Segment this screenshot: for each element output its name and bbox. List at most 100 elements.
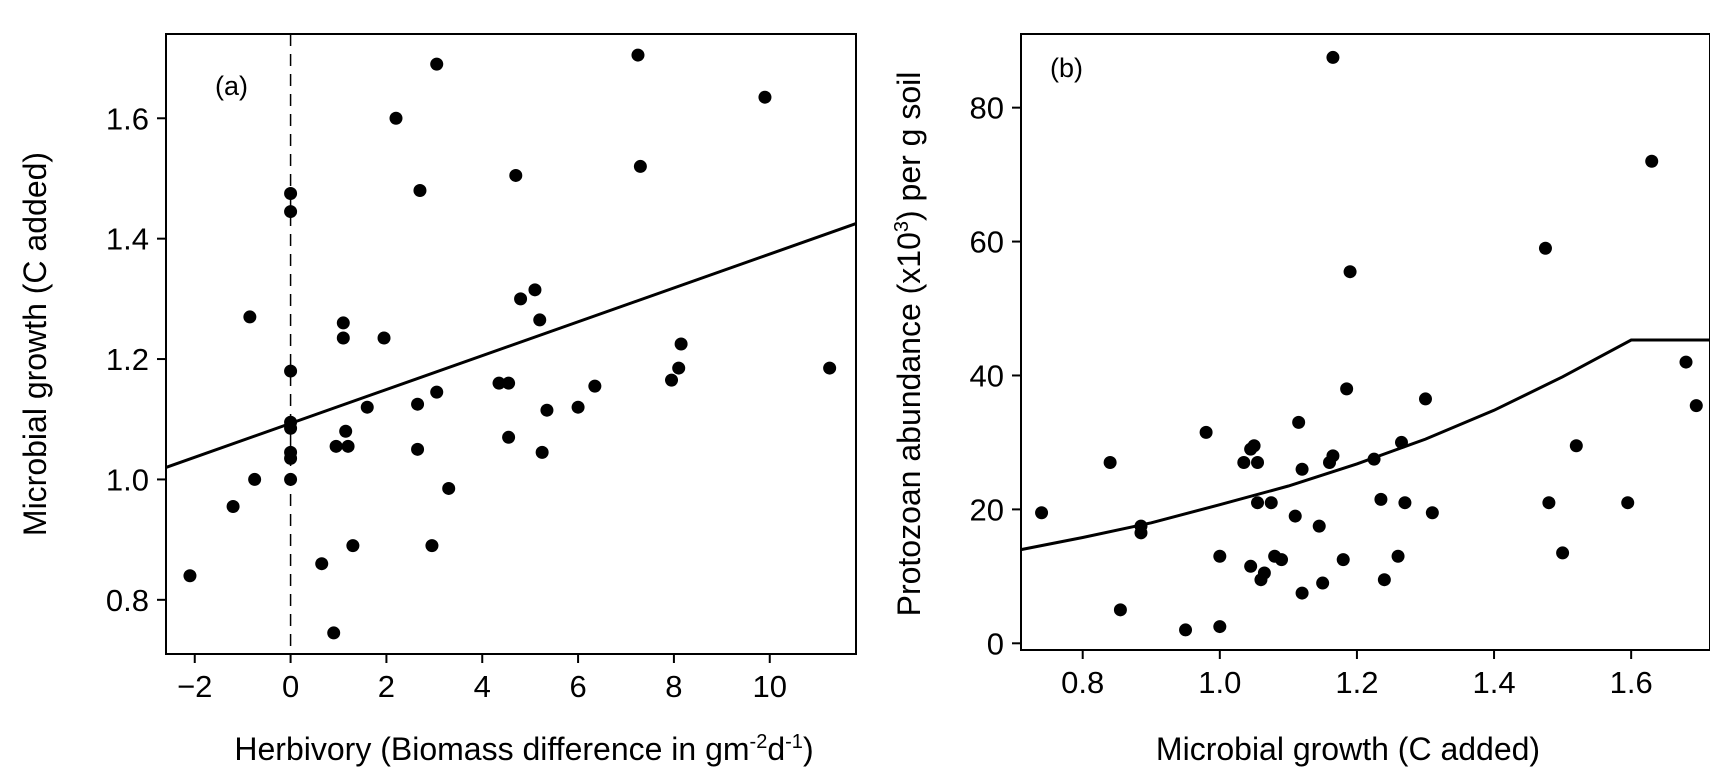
panel-a-marks (165, 34, 857, 654)
y-tick-label: 1.0 (106, 462, 149, 497)
panel-b-x-ticks: 0.8 1.0 1.2 1.4 1.6 (1061, 650, 1653, 700)
data-point (631, 48, 645, 62)
data-point (1199, 425, 1213, 439)
data-point (1340, 382, 1354, 396)
y-tick-label: 60 (970, 225, 1004, 260)
data-point (248, 472, 262, 486)
panel-b-chart: 0.8 1.0 1.2 1.4 1.6 0 20 40 60 80 (b) Microbial … (891, 33, 1710, 767)
data-point (758, 90, 772, 104)
data-point (1542, 496, 1556, 510)
data-point (1316, 576, 1330, 590)
data-point (1425, 506, 1439, 520)
data-point (1237, 456, 1251, 470)
data-point (346, 539, 360, 553)
data-point (672, 361, 686, 375)
data-point (540, 403, 554, 417)
data-point (1312, 519, 1326, 533)
data-point (1538, 241, 1552, 255)
data-point (1377, 573, 1391, 587)
data-point (226, 500, 240, 514)
y-tick-label: 1.4 (106, 222, 149, 257)
data-point (571, 400, 585, 414)
x-tick-label: 1.6 (1610, 665, 1653, 700)
data-point (1257, 566, 1271, 580)
panel-b-x-axis-title: Microbial growth (C added) (1156, 731, 1540, 767)
x-tick-label: 1.0 (1198, 665, 1241, 700)
data-point (1398, 496, 1412, 510)
data-point (1295, 586, 1309, 600)
x-tick-label: 1.4 (1472, 665, 1515, 700)
data-point (1391, 549, 1405, 563)
data-point (1374, 492, 1388, 506)
data-point (1213, 549, 1227, 563)
data-point (284, 451, 298, 465)
x-tick-label: 1.2 (1335, 665, 1378, 700)
x-tick-label: 8 (665, 669, 682, 704)
data-point (284, 205, 298, 219)
data-point (1394, 435, 1408, 449)
panel-a-label: (a) (215, 71, 248, 101)
data-point (329, 439, 343, 453)
panel-a-x-ticks: −2 0 2 4 6 8 10 (177, 654, 787, 704)
data-point (1251, 456, 1265, 470)
data-point (502, 430, 516, 444)
data-point (284, 364, 298, 378)
data-point (425, 539, 439, 553)
data-point (1556, 546, 1570, 560)
data-point (1292, 415, 1306, 429)
data-point (413, 184, 427, 198)
panel-a-x-axis-title: Herbivory (Biomass difference in gm-2d-1… (234, 731, 813, 767)
x-tick-label: 6 (569, 669, 586, 704)
panel-b-y-axis-title: Protozoan abundance (x103) per g soil (891, 72, 927, 617)
data-point (284, 187, 298, 201)
x-tick-label: 10 (753, 669, 787, 704)
y-tick-label: 20 (970, 492, 1004, 527)
data-point (284, 421, 298, 435)
x-tick-label: −2 (177, 669, 212, 704)
data-point (1326, 449, 1340, 463)
data-point (430, 57, 444, 71)
data-point (360, 400, 374, 414)
data-point (535, 445, 549, 459)
data-point (514, 292, 528, 306)
data-point (1288, 509, 1302, 523)
x-tick-label: 0.8 (1061, 665, 1104, 700)
data-point (823, 361, 837, 375)
data-point (336, 331, 350, 345)
data-point (183, 569, 197, 583)
data-point (674, 337, 688, 351)
data-point (339, 424, 353, 438)
data-point (528, 283, 542, 297)
y-tick-label: 0.8 (106, 583, 149, 618)
data-point (1213, 620, 1227, 634)
data-point (492, 376, 506, 390)
data-point (509, 168, 523, 182)
data-point (1251, 496, 1265, 510)
y-tick-label: 1.6 (106, 101, 149, 136)
data-point (502, 376, 516, 390)
x-tick-label: 0 (282, 669, 299, 704)
data-point (533, 313, 547, 327)
data-point (336, 316, 350, 330)
data-point (1621, 496, 1635, 510)
fit-line (1020, 338, 1710, 552)
data-point (665, 373, 679, 387)
data-point (1134, 526, 1148, 540)
data-point (1295, 462, 1309, 476)
panel-b-marks (1020, 50, 1710, 637)
data-point (588, 379, 602, 393)
data-point (243, 310, 257, 324)
panel-a-chart: −2 0 2 4 6 8 10 0.8 1.0 1.2 1.4 1.6 (a) Herbivory … (17, 33, 857, 767)
data-point (633, 159, 647, 173)
panel-a-y-axis-title: Microbial growth (C added) (17, 152, 53, 536)
data-point (1418, 392, 1432, 406)
data-point (284, 472, 298, 486)
data-point (1113, 603, 1127, 617)
data-point (1569, 439, 1583, 453)
data-point (1103, 456, 1117, 470)
data-point (1679, 355, 1693, 369)
y-tick-label: 80 (970, 91, 1004, 126)
x-tick-label: 2 (378, 669, 395, 704)
data-point (327, 626, 341, 640)
